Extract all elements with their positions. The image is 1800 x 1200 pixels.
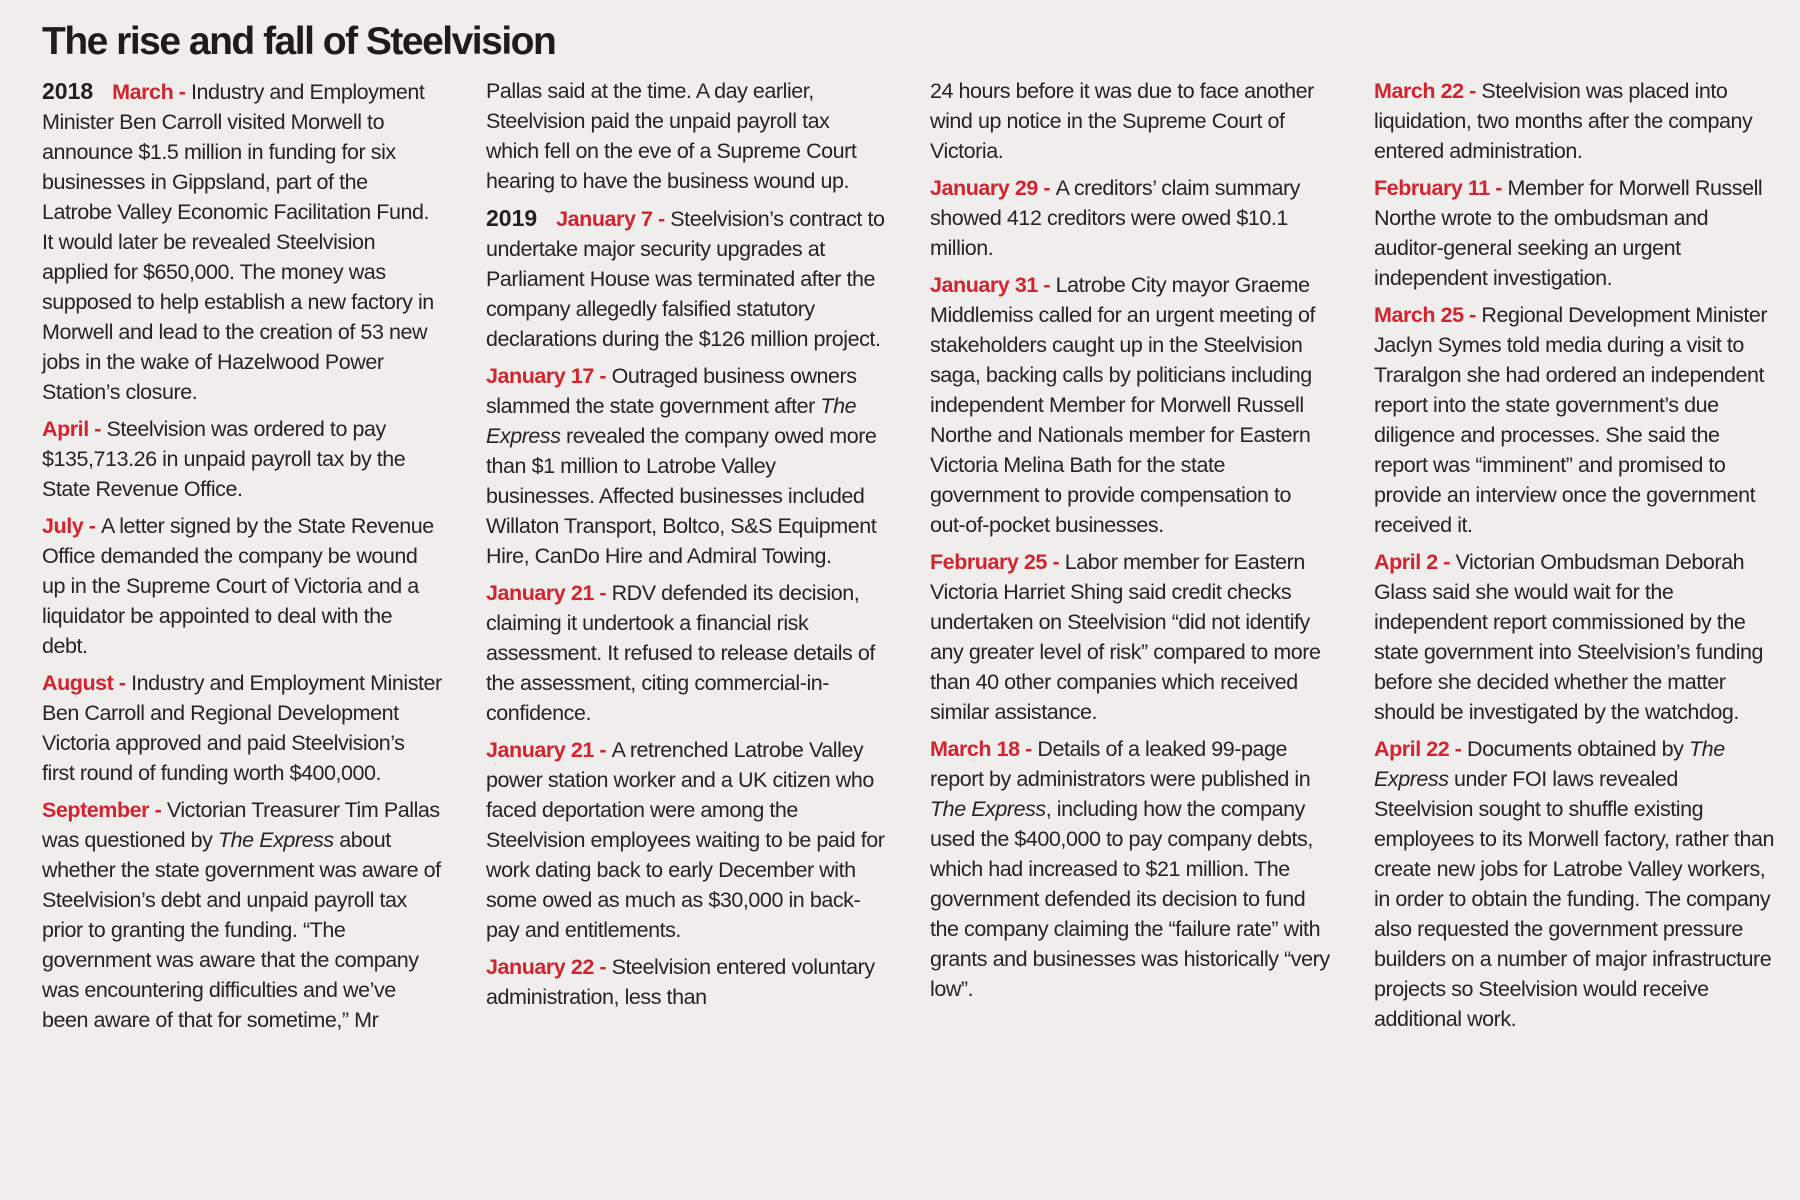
entry-text: A letter signed by the State Revenue Off…	[42, 514, 434, 658]
entry-date: September -	[42, 798, 167, 822]
timeline-entry: 2019 January 7 - Steelvision’s contract t…	[486, 203, 886, 354]
timeline-column: March 22 - Steelvision was placed into l…	[1374, 76, 1774, 1041]
entry-date: January 21 -	[486, 738, 612, 762]
timeline-entry: April - Steelvision was ordered to pay $…	[42, 414, 442, 504]
timeline-entry: January 22 - Steelvision entered volunta…	[486, 952, 886, 1012]
timeline-entry: Pallas said at the time. A day earlier, …	[486, 76, 886, 196]
entry-text: under FOI laws revealed Steelvision soug…	[1374, 767, 1774, 1031]
timeline-entry: March 18 - Details of a leaked 99-page r…	[930, 734, 1330, 1004]
entry-year: 2018	[42, 78, 94, 104]
entry-text: RDV defended its decision, claiming it u…	[486, 581, 875, 725]
entry-date: March 18 -	[930, 737, 1038, 761]
entry-text: Industry and Employment Minister Ben Car…	[42, 671, 442, 785]
entry-year: 2019	[486, 205, 538, 231]
entry-text: A retrenched Latrobe Valley power statio…	[486, 738, 885, 942]
entry-text: Steelvision was ordered to pay $135,713.…	[42, 417, 406, 501]
timeline-column: Pallas said at the time. A day earlier, …	[486, 76, 886, 1019]
entry-text: Outraged business owners slammed the sta…	[486, 364, 857, 418]
timeline-entry: March 22 - Steelvision was placed into l…	[1374, 76, 1774, 166]
entry-text: Member for Morwell Russell Northe wrote …	[1374, 176, 1763, 290]
entry-date: January 29 -	[930, 176, 1056, 200]
timeline-entry: January 29 - A creditors’ claim summary …	[930, 173, 1330, 263]
entry-text: Labor member for Eastern Victoria Harrie…	[930, 550, 1321, 724]
entry-text: 24 hours before it was due to face anoth…	[930, 79, 1314, 163]
timeline-entry: March 25 - Regional Development Minister…	[1374, 300, 1774, 540]
entry-text: Industry and Employment Minister Ben Car…	[42, 80, 434, 404]
entry-text: , including how the company used the $40…	[930, 797, 1330, 1001]
entry-text: Regional Development Minister Jaclyn Sym…	[1374, 303, 1768, 537]
entry-date: March 22 -	[1374, 79, 1482, 103]
entry-date: January 31 -	[930, 273, 1056, 297]
entry-text-italic: The Express	[217, 828, 334, 852]
entry-date: February 11 -	[1374, 176, 1508, 200]
page-title: The rise and fall of Steelvision	[42, 20, 557, 63]
entry-text: Pallas said at the time. A day earlier, …	[486, 79, 857, 193]
timeline-entry: January 31 - Latrobe City mayor Graeme M…	[930, 270, 1330, 540]
entry-text: Steelvision’s contract to undertake majo…	[486, 207, 885, 351]
entry-date: March 25 -	[1374, 303, 1482, 327]
entry-date: March -	[112, 80, 192, 104]
entry-date: August -	[42, 671, 132, 695]
entry-date: April 22 -	[1374, 737, 1468, 761]
entry-text: Steelvision entered voluntary administra…	[486, 955, 875, 1009]
timeline-entry: September - Victorian Treasurer Tim Pall…	[42, 795, 442, 1035]
entry-text: Documents obtained by	[1467, 737, 1689, 761]
timeline-columns: 2018 March - Industry and Employment Mini…	[42, 76, 1774, 1042]
entry-text: A creditors’ claim summary showed 412 cr…	[930, 176, 1300, 260]
entry-date: April 2 -	[1374, 550, 1456, 574]
timeline-entry: April 2 - Victorian Ombudsman Deborah Gl…	[1374, 547, 1774, 727]
entry-date: April -	[42, 417, 107, 441]
entry-text-italic: The Express	[1374, 737, 1725, 791]
entry-text-italic: The Express	[486, 394, 857, 448]
timeline-entry: January 21 - A retrenched Latrobe Valley…	[486, 735, 886, 945]
timeline-entry: February 25 - Labor member for Eastern V…	[930, 547, 1330, 727]
entry-text: Details of a leaked 99-page report by ad…	[930, 737, 1311, 791]
timeline-column: 2018 March - Industry and Employment Mini…	[42, 76, 442, 1042]
timeline-entry: January 21 - RDV defended its decision, …	[486, 578, 886, 728]
timeline-entry: January 17 - Outraged business owners sl…	[486, 361, 886, 571]
timeline-entry: February 11 - Member for Morwell Russell…	[1374, 173, 1774, 293]
timeline-entry: 2018 March - Industry and Employment Mini…	[42, 76, 442, 407]
entry-text: Latrobe City mayor Graeme Middlemiss cal…	[930, 273, 1316, 537]
entry-date: July -	[42, 514, 101, 538]
entry-text: about whether the state government was a…	[42, 828, 441, 1032]
entry-date: January 21 -	[486, 581, 612, 605]
timeline-entry: April 22 - Documents obtained by The Exp…	[1374, 734, 1774, 1034]
entry-text: Steelvision was placed into liquidation,…	[1374, 79, 1753, 163]
entry-date: January 17 -	[486, 364, 612, 388]
timeline-entry: August - Industry and Employment Ministe…	[42, 668, 442, 788]
entry-text: Victorian Treasurer Tim Pallas was quest…	[42, 798, 440, 852]
timeline-entry: July - A letter signed by the State Reve…	[42, 511, 442, 661]
entry-text-italic: The Express	[930, 797, 1046, 821]
entry-date: February 25 -	[930, 550, 1065, 574]
entry-text: revealed the company owed more than $1 m…	[486, 424, 877, 568]
entry-date: January 22 -	[486, 955, 612, 979]
timeline-entry: 24 hours before it was due to face anoth…	[930, 76, 1330, 166]
entry-date: January 7 -	[556, 207, 671, 231]
timeline-column: 24 hours before it was due to face anoth…	[930, 76, 1330, 1011]
entry-text: Victorian Ombudsman Deborah Glass said s…	[1374, 550, 1764, 724]
